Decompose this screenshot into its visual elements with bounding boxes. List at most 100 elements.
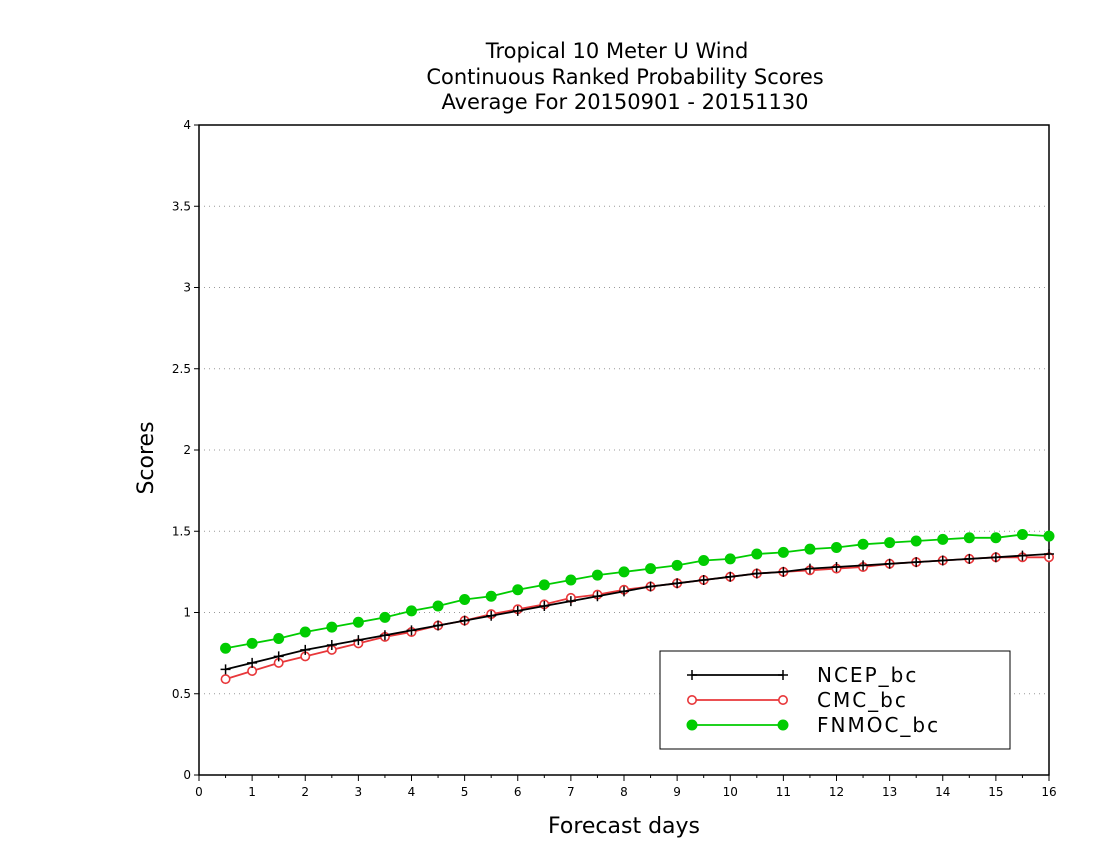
data-point-ncep-bc [858, 560, 869, 571]
data-point-ncep-bc [353, 635, 364, 646]
data-point-fnmoc-bc [299, 626, 311, 638]
data-point-ncep-bc [273, 651, 284, 662]
x-tick-label: 15 [988, 785, 1003, 799]
data-point-ncep-bc [539, 601, 550, 611]
data-point-ncep-bc [698, 575, 709, 585]
chart-title-line-3: Average For 20150901 - 20151130 [441, 90, 808, 114]
data-point-ncep-bc [831, 562, 842, 572]
data-point-fnmoc-bc [591, 569, 603, 581]
axis-ticks: 00.511.522.533.540 1 2 3 4 5 6 7 8 9 10 11 12 13 14 15 1… [172, 118, 1057, 799]
x-tick-label: 7 [567, 785, 575, 799]
legend-marker-cmc-bc [777, 694, 788, 705]
y-tick-label: 1 [183, 606, 191, 620]
x-tick-label: 8 [620, 785, 628, 799]
data-point-fnmoc-bc [804, 543, 816, 555]
data-point-ncep-bc [778, 566, 789, 577]
data-point-fnmoc-bc [538, 579, 550, 591]
y-tick-label: 0 [183, 768, 191, 782]
x-tick-label: 0 [195, 785, 203, 799]
data-point-ncep-bc [379, 630, 390, 641]
data-point-fnmoc-bc [326, 621, 338, 633]
y-tick-label: 1.5 [172, 524, 191, 538]
data-point-fnmoc-bc [831, 542, 842, 553]
series-fnmoc-bc [220, 529, 1055, 654]
y-tick-label: 2 [183, 443, 191, 457]
legend-label-fnmoc-bc: FNMOC_bc [817, 713, 940, 737]
series-group [220, 529, 1055, 685]
data-point-ncep-bc [725, 571, 736, 582]
legend-label-cmc-bc: CMC_bc [817, 688, 908, 712]
legend-marker-cmc-bc [686, 694, 697, 705]
y-tick-label: 4 [183, 118, 191, 132]
data-point-ncep-bc [937, 555, 948, 566]
data-point-fnmoc-bc [645, 563, 657, 575]
x-tick-label: 1 [248, 785, 256, 799]
data-point-ncep-bc [512, 605, 523, 616]
x-tick-label: 5 [461, 785, 469, 799]
x-tick-label: 3 [355, 785, 363, 799]
data-point-fnmoc-bc [512, 584, 524, 596]
data-point-ncep-bc [645, 581, 656, 592]
data-point-fnmoc-bc [432, 600, 444, 612]
series-line-fnmoc-bc [225, 533, 1050, 650]
x-tick-label: 16 [1041, 785, 1056, 799]
data-point-ncep-bc [964, 553, 975, 564]
data-point-ncep-bc [1044, 549, 1054, 559]
data-point-fnmoc-bc [671, 559, 683, 571]
data-point-fnmoc-bc [565, 574, 577, 586]
x-tick-label: 12 [829, 785, 844, 799]
data-point-ncep-bc [220, 664, 231, 675]
grid [199, 205, 1049, 695]
data-point-fnmoc-bc [485, 590, 497, 602]
chart-title-line-2: Continuous Ranked Probability Scores [426, 65, 823, 89]
data-point-fnmoc-bc [1043, 530, 1055, 542]
data-point-fnmoc-bc [698, 555, 710, 566]
legend-marker-ncep-bc [778, 670, 788, 680]
data-point-ncep-bc [990, 552, 1001, 563]
data-point-cmc-bc [247, 665, 258, 676]
y-tick-label: 3 [183, 281, 191, 295]
legend-marker-ncep-bc [687, 670, 697, 680]
data-point-ncep-bc [459, 615, 470, 626]
data-point-fnmoc-bc [459, 594, 471, 605]
data-point-fnmoc-bc [352, 616, 364, 628]
data-point-fnmoc-bc [884, 537, 896, 549]
data-point-ncep-bc [884, 558, 895, 569]
data-point-ncep-bc [247, 657, 258, 668]
data-point-fnmoc-bc [857, 538, 869, 550]
data-point-cmc-bc [220, 674, 231, 685]
legend-marker-fnmoc-bc [777, 719, 789, 731]
x-tick-label: 2 [301, 785, 309, 799]
x-tick-label: 9 [673, 785, 681, 799]
chart-title-line-1: Tropical 10 Meter U Wind [485, 39, 749, 63]
x-tick-label: 13 [882, 785, 897, 799]
x-tick-label: 6 [514, 785, 522, 799]
data-point-fnmoc-bc [937, 533, 949, 545]
data-point-ncep-bc [911, 557, 922, 568]
data-point-fnmoc-bc [724, 553, 736, 565]
data-point-fnmoc-bc [777, 546, 789, 558]
data-point-fnmoc-bc [220, 642, 232, 654]
data-point-ncep-bc [592, 591, 603, 602]
x-axis-label: Forecast days [548, 814, 700, 839]
data-point-ncep-bc [433, 620, 444, 631]
data-point-fnmoc-bc [1016, 529, 1028, 540]
data-point-fnmoc-bc [273, 633, 285, 644]
x-tick-label: 4 [408, 785, 416, 799]
y-axis-label: Scores [134, 421, 159, 494]
data-point-fnmoc-bc [618, 566, 630, 578]
legend-label-ncep-bc: NCEP_bc [817, 663, 918, 687]
data-point-ncep-bc [326, 640, 337, 650]
data-point-fnmoc-bc [406, 605, 417, 617]
data-point-ncep-bc [751, 568, 762, 579]
x-tick-label: 14 [935, 785, 950, 799]
data-point-fnmoc-bc [379, 611, 391, 623]
x-tick-label: 10 [723, 785, 738, 799]
data-point-ncep-bc [300, 644, 311, 655]
data-point-fnmoc-bc [751, 548, 763, 560]
x-tick-label: 11 [776, 785, 791, 799]
data-point-ncep-bc [1017, 550, 1028, 561]
series-ncep-bc [220, 549, 1054, 675]
